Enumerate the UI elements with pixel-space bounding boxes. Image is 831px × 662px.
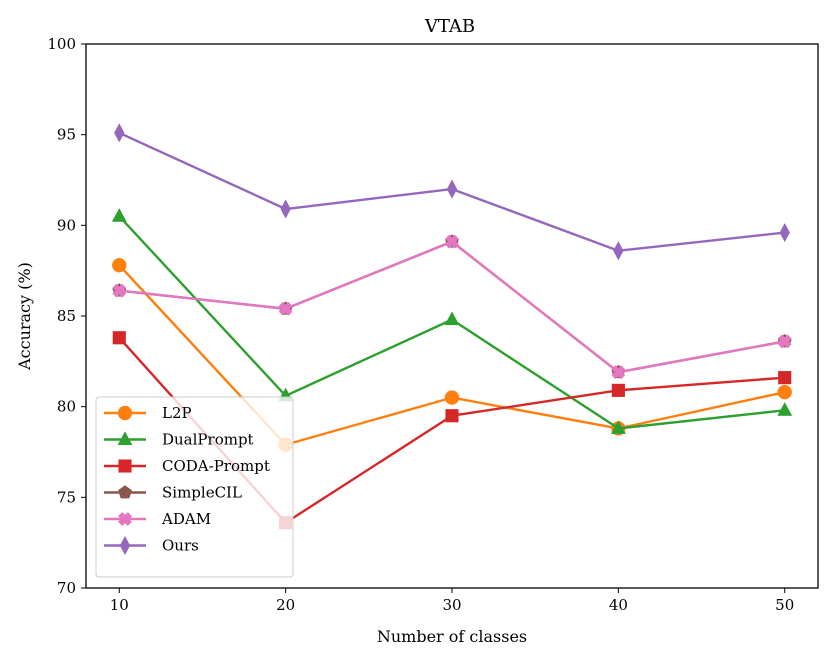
x-tick-label: 30: [442, 596, 461, 614]
data-point-coda-prompt: [611, 383, 625, 397]
legend-label-dualprompt: DualPrompt: [162, 431, 254, 449]
x-tick-label: 40: [609, 596, 628, 614]
legend: L2P DualPrompt CODA-Prompt SimpleCIL ADAM Our…: [95, 396, 294, 578]
series-adam: [112, 234, 792, 380]
legend-marker-dualprompt: [117, 431, 133, 445]
y-tick-label: 95: [57, 126, 76, 144]
data-point-adam: [278, 301, 293, 316]
legend-marker-ours: [119, 535, 131, 556]
data-point-adam: [112, 283, 127, 298]
legend-label-simplecil: SimpleCIL: [162, 484, 242, 502]
data-point-dualprompt: [777, 402, 793, 416]
data-point-coda-prompt: [778, 371, 792, 385]
legend-marker-simplecil: [118, 485, 132, 499]
legend-label-ours: Ours: [162, 537, 199, 555]
y-axis-label: Accuracy (%): [15, 262, 34, 371]
data-point-l2p: [112, 257, 127, 273]
legend-marker-l2p: [117, 405, 133, 421]
legend-label-coda-prompt: CODA-Prompt: [162, 457, 270, 475]
series-simplecil: [112, 234, 792, 379]
y-tick-label: 70: [57, 579, 76, 597]
y-tick-label: 75: [57, 488, 76, 506]
y-tick-label: 100: [47, 35, 76, 53]
legend-label-adam: ADAM: [161, 510, 211, 528]
data-point-dualprompt: [111, 208, 127, 222]
legend-marker-coda-prompt: [118, 459, 132, 473]
data-point-coda-prompt: [445, 409, 459, 423]
x-tick-label: 10: [110, 596, 129, 614]
data-point-l2p: [777, 384, 792, 400]
data-point-adam: [444, 234, 460, 249]
data-point-ours: [280, 199, 291, 219]
y-tick-label: 90: [57, 216, 76, 234]
data-point-ours: [114, 123, 125, 143]
series-dualprompt: [111, 208, 793, 434]
x-tick-label: 20: [276, 596, 295, 614]
y-tick-label: 85: [57, 307, 76, 325]
data-point-ours: [779, 222, 790, 243]
data-point-adam: [611, 365, 626, 380]
series-ours: [114, 123, 790, 261]
data-point-dualprompt: [610, 420, 626, 434]
data-point-ours: [446, 179, 458, 199]
data-point-adam: [777, 334, 792, 349]
legend-box: [95, 396, 294, 578]
x-tick-label: 50: [775, 596, 794, 614]
data-point-coda-prompt: [112, 331, 126, 345]
chart-title: VTAB: [424, 16, 475, 37]
series-line-adam: [119, 240, 785, 374]
legend-marker-adam: [117, 511, 133, 527]
series-line-simplecil: [119, 240, 785, 374]
legend-label-l2p: L2P: [162, 404, 192, 422]
y-tick-label: 80: [57, 398, 76, 416]
data-point-dualprompt: [444, 311, 460, 326]
x-axis-label: Number of classes: [377, 627, 527, 646]
data-point-ours: [613, 241, 624, 261]
data-point-l2p: [444, 390, 460, 405]
